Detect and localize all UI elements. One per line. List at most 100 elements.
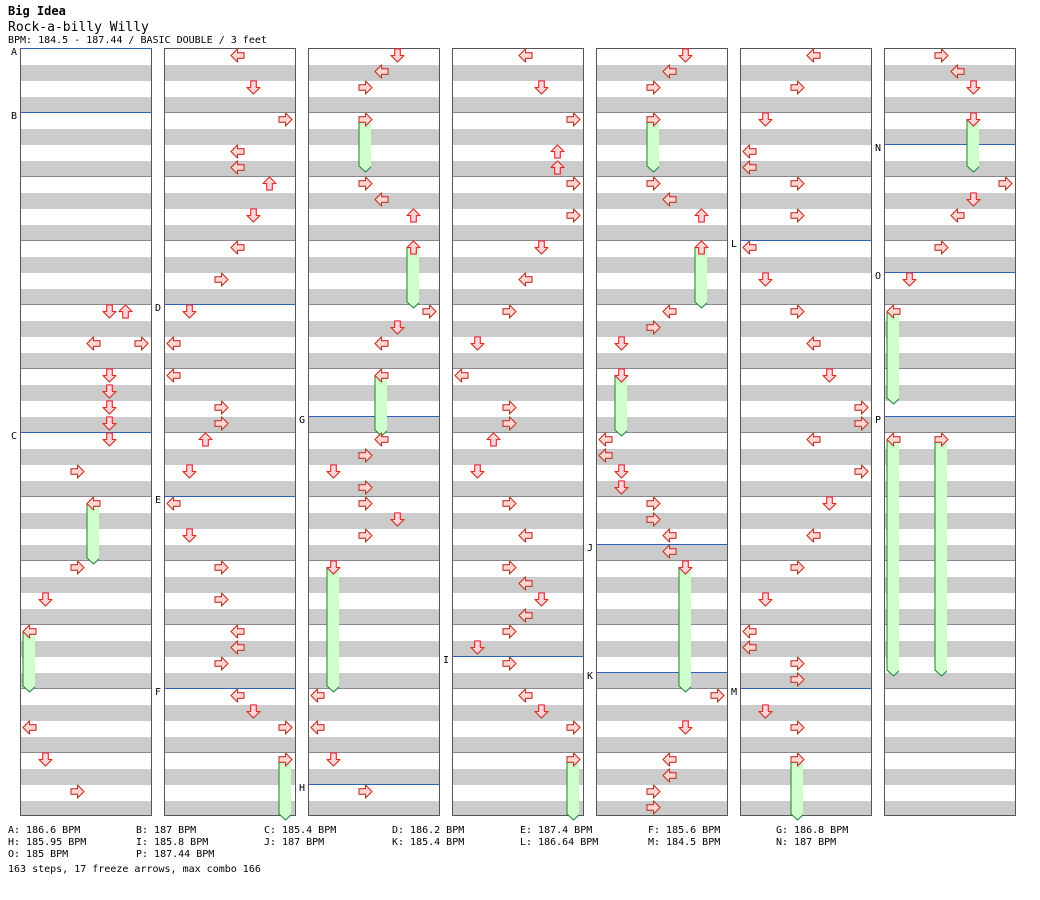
arrow-right-icon [998,176,1013,191]
arrow-left-icon [22,720,37,735]
measure-line [165,560,295,561]
freeze-arrow-tail [886,439,899,677]
measure-line [597,688,727,689]
measure-line [21,176,151,177]
arrow-down-icon [390,48,405,63]
measure-line [309,176,439,177]
measure-line [309,752,439,753]
arrow-right-icon [646,176,661,191]
bpm-change-label: I [443,655,450,666]
measure-line [309,688,439,689]
arrow-right-icon [214,560,229,575]
arrow-down-icon [246,208,261,223]
bpm-change-label: E [155,495,162,506]
song-title: Rock-a-billy Willy [8,20,149,35]
arrow-right-icon [566,752,581,767]
arrow-up-icon [262,176,277,191]
measure-line [741,752,871,753]
freeze-arrow-tail [374,375,387,437]
arrow-down-icon [902,272,917,287]
arrow-left-icon [518,48,533,63]
arrow-right-icon [358,480,373,495]
arrow-left-icon [662,192,677,207]
measure-line [21,752,151,753]
arrow-right-icon [790,80,805,95]
arrow-up-icon [198,432,213,447]
arrow-down-icon [38,592,53,607]
arrow-down-icon [326,560,341,575]
arrow-right-icon [278,720,293,735]
bpm-change-label: N [875,143,882,154]
measure-line [309,432,439,433]
arrow-right-icon [566,176,581,191]
arrow-down-icon [102,432,117,447]
arrow-down-icon [678,720,693,735]
measure-line [597,176,727,177]
bpm-change-label: M [731,687,738,698]
measure-line [885,688,1015,689]
chart-column-4 [452,48,584,816]
arrow-left-icon [662,768,677,783]
measure-line [453,112,583,113]
arrow-up-icon [486,432,501,447]
measure-line [597,304,727,305]
arrow-right-icon [646,112,661,127]
arrow-left-icon [22,624,37,639]
arrow-up-icon [694,240,709,255]
chart-column-7 [884,48,1016,816]
arrow-left-icon [374,368,389,383]
arrow-down-icon [102,384,117,399]
arrow-left-icon [598,448,613,463]
freeze-arrow-tail [790,759,803,821]
freeze-arrow-tail [406,247,419,309]
measure-line [597,112,727,113]
arrow-down-icon [534,704,549,719]
arrow-right-icon [502,560,517,575]
bpm-change-line [164,304,296,305]
measure-line [453,752,583,753]
measure-line [885,112,1015,113]
arrow-left-icon [230,688,245,703]
bpm-change-line [884,416,1016,417]
arrow-right-icon [358,80,373,95]
measure-line [741,560,871,561]
arrow-right-icon [502,304,517,319]
measure-line [885,368,1015,369]
bpm-legend-entry: C: 185.4 BPM [264,825,337,836]
measure-line [309,112,439,113]
arrow-down-icon [470,640,485,655]
measure-line [741,624,871,625]
arrow-right-icon [854,464,869,479]
arrow-down-icon [326,752,341,767]
arrow-right-icon [790,304,805,319]
bpm-legend-entry: H: 185.95 BPM [8,837,87,848]
bpm-legend-entry: M: 184.5 BPM [648,837,721,848]
measure-line [165,176,295,177]
arrow-right-icon [566,112,581,127]
measure-line [597,752,727,753]
arrow-right-icon [358,496,373,511]
arrow-left-icon [230,144,245,159]
arrow-left-icon [86,496,101,511]
arrow-right-icon [502,400,517,415]
arrow-right-icon [854,400,869,415]
arrow-left-icon [662,304,677,319]
arrow-down-icon [614,464,629,479]
bpm-change-label: B [11,111,18,122]
arrow-down-icon [534,240,549,255]
bpm-change-line [308,784,440,785]
arrow-right-icon [934,432,949,447]
arrow-right-icon [214,400,229,415]
freeze-arrow-tail [886,311,899,405]
bpm-legend-entry: N: 187 BPM [776,837,837,848]
measure-line [885,752,1015,753]
arrow-right-icon [214,416,229,431]
bpm-change-line [20,112,152,113]
measure-line [309,240,439,241]
bpm-change-label: F [155,687,162,698]
freeze-arrow-tail [646,119,659,173]
arrow-left-icon [518,528,533,543]
bpm-legend-entry: B: 187 BPM [136,825,197,836]
arrow-left-icon [806,432,821,447]
bpm-change-label: K [587,671,594,682]
